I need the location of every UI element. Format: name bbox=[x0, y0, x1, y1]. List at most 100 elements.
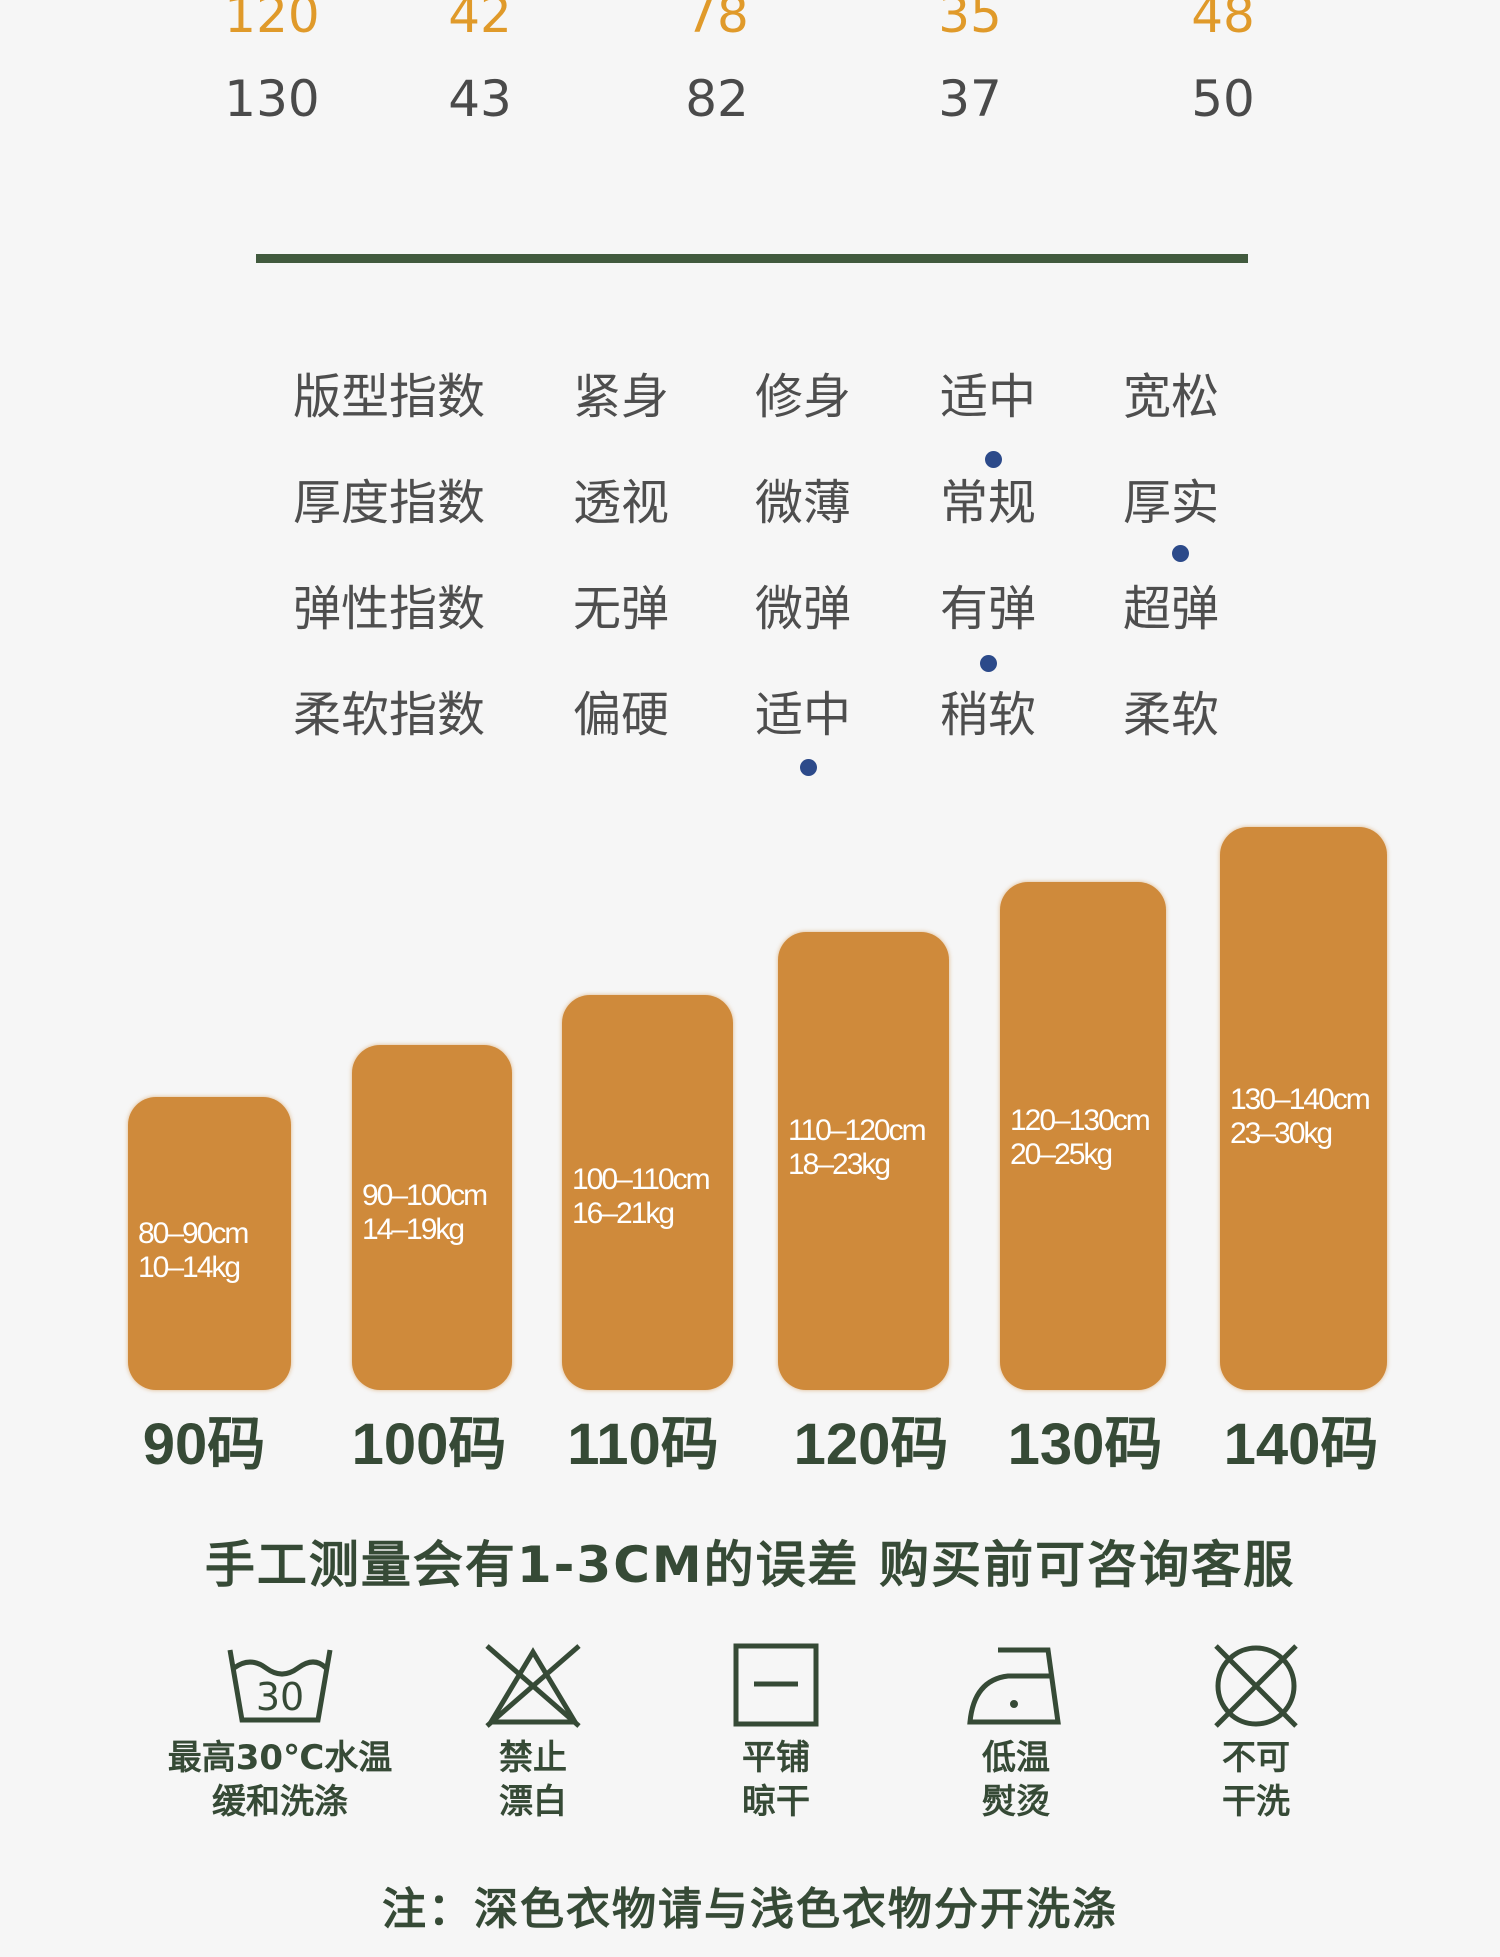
index-row-elasticity: 弹性指数 无弹 微弹 有弹 超弹 bbox=[0, 579, 1500, 685]
size-bars: 80–90cm 10–14kg 90–100cm 14–19kg 100–110… bbox=[0, 800, 1500, 1390]
size-label: 120码 bbox=[793, 1412, 949, 1477]
care-instructions: 30 最高30℃水温 缓和洗涤 禁止 漂白 平铺 晾干 bbox=[0, 1640, 1500, 1840]
index-option: 紧身 bbox=[572, 369, 669, 425]
index-option: 超弹 bbox=[1122, 581, 1219, 637]
care-item-dryclean: 不可 干洗 bbox=[1126, 1640, 1386, 1824]
size-table-cell: 120 bbox=[224, 0, 320, 44]
care-text: 平铺 晾干 bbox=[646, 1736, 906, 1824]
care-line: 熨烫 bbox=[982, 1782, 1050, 1822]
weight-range: 16–21kg bbox=[572, 1197, 675, 1230]
care-text: 不可 干洗 bbox=[1126, 1736, 1386, 1824]
size-label: 140码 bbox=[1223, 1412, 1379, 1477]
size-label: 110码 bbox=[567, 1412, 719, 1477]
height-range: 100–110cm bbox=[572, 1163, 711, 1196]
height-range: 90–100cm bbox=[362, 1179, 488, 1212]
wash-temp-number: 30 bbox=[256, 1675, 304, 1719]
care-item-bleach: 禁止 漂白 bbox=[403, 1640, 663, 1824]
care-text: 禁止 漂白 bbox=[403, 1736, 663, 1824]
size-table-cell: 43 bbox=[448, 70, 512, 128]
no-bleach-icon bbox=[485, 1644, 581, 1728]
weight-range: 18–23kg bbox=[788, 1148, 891, 1181]
size-bar: 90–100cm 14–19kg bbox=[352, 1045, 512, 1390]
low-iron-icon bbox=[967, 1647, 1061, 1725]
index-option: 宽松 bbox=[1122, 369, 1219, 425]
index-option: 适中 bbox=[939, 369, 1036, 425]
index-label: 版型指数 bbox=[292, 369, 485, 425]
size-table-cell: 35 bbox=[938, 0, 1002, 44]
care-item-dry: 平铺 晾干 bbox=[646, 1640, 906, 1824]
weight-range: 10–14kg bbox=[138, 1251, 241, 1284]
index-option: 微弹 bbox=[754, 581, 851, 637]
care-line: 干洗 bbox=[1222, 1782, 1290, 1822]
height-range: 120–130cm bbox=[1010, 1104, 1151, 1137]
size-bar-text: 80–90cm 10–14kg bbox=[128, 1217, 291, 1285]
size-bar-text: 90–100cm 14–19kg bbox=[352, 1179, 512, 1247]
index-option: 适中 bbox=[754, 687, 851, 743]
care-line: 晾干 bbox=[742, 1782, 810, 1822]
size-table-cell: 50 bbox=[1191, 70, 1255, 128]
wash-30-icon: 30 bbox=[227, 1649, 333, 1723]
care-line: 低温 bbox=[982, 1738, 1050, 1778]
index-row-thickness: 厚度指数 透视 微薄 常规 厚实 bbox=[0, 473, 1500, 579]
size-label: 130码 bbox=[1007, 1412, 1163, 1477]
size-bar-text: 110–120cm 18–23kg bbox=[778, 1114, 949, 1182]
care-line: 缓和洗涤 bbox=[212, 1782, 348, 1822]
index-option: 微薄 bbox=[754, 475, 851, 531]
care-text: 低温 熨烫 bbox=[886, 1736, 1146, 1824]
care-text: 最高30℃水温 缓和洗涤 bbox=[150, 1736, 410, 1824]
size-table-cell: 82 bbox=[685, 70, 749, 128]
size-bar: 80–90cm 10–14kg bbox=[128, 1097, 291, 1390]
size-bar: 110–120cm 18–23kg bbox=[778, 932, 949, 1390]
selected-dot bbox=[800, 759, 817, 776]
index-option: 修身 bbox=[754, 369, 851, 425]
measurement-notice: 手工测量会有1-3CM的误差 购买前可咨询客服 bbox=[204, 1536, 1296, 1594]
care-line: 平铺 bbox=[742, 1738, 810, 1778]
care-item-iron: 低温 熨烫 bbox=[886, 1640, 1146, 1824]
care-line: 最高30℃水温 bbox=[167, 1738, 393, 1778]
size-table: 120 42 78 35 48 130 43 82 37 50 bbox=[0, 0, 1500, 140]
height-range: 110–120cm bbox=[788, 1114, 927, 1147]
size-bar: 120–130cm 20–25kg bbox=[1000, 882, 1166, 1390]
size-table-cell: 130 bbox=[224, 70, 320, 128]
size-label: 100码 bbox=[351, 1412, 507, 1477]
size-bar-text: 120–130cm 20–25kg bbox=[1000, 1104, 1166, 1172]
wash-footnote: 注：深色衣物请与浅色衣物分开洗涤 bbox=[382, 1884, 1118, 1935]
index-label: 弹性指数 bbox=[292, 581, 485, 637]
care-item-wash: 30 最高30℃水温 缓和洗涤 bbox=[150, 1640, 410, 1824]
size-bar-text: 100–110cm 16–21kg bbox=[562, 1163, 733, 1231]
care-line: 不可 bbox=[1222, 1738, 1290, 1778]
index-option: 稍软 bbox=[939, 687, 1036, 743]
height-range: 80–90cm bbox=[138, 1217, 249, 1250]
selected-dot bbox=[985, 451, 1002, 468]
index-option: 偏硬 bbox=[572, 687, 669, 743]
size-bar-text: 130–140cm 23–30kg bbox=[1220, 1083, 1387, 1151]
size-bar: 130–140cm 23–30kg bbox=[1220, 827, 1387, 1390]
size-table-cell: 48 bbox=[1191, 0, 1255, 44]
fabric-index-table: 版型指数 紧身 修身 适中 宽松 厚度指数 透视 微薄 常规 厚实 弹性指数 无… bbox=[0, 355, 1500, 785]
height-range: 130–140cm bbox=[1230, 1083, 1371, 1116]
index-option: 柔软 bbox=[1122, 687, 1219, 743]
size-table-row: 130 43 82 37 50 bbox=[0, 64, 1500, 134]
index-row-fit: 版型指数 紧身 修身 适中 宽松 bbox=[0, 367, 1500, 473]
size-table-row: 120 42 78 35 48 bbox=[0, 0, 1500, 50]
index-label: 厚度指数 bbox=[292, 475, 485, 531]
care-line: 漂白 bbox=[499, 1782, 567, 1822]
index-row-softness: 柔软指数 偏硬 适中 稍软 柔软 bbox=[0, 685, 1500, 791]
index-option: 常规 bbox=[939, 475, 1036, 531]
no-dry-clean-icon bbox=[1214, 1644, 1298, 1728]
care-line: 禁止 bbox=[499, 1738, 567, 1778]
weight-range: 20–25kg bbox=[1010, 1138, 1113, 1171]
index-option: 厚实 bbox=[1122, 475, 1219, 531]
index-option: 有弹 bbox=[939, 581, 1036, 637]
weight-range: 23–30kg bbox=[1230, 1117, 1333, 1150]
size-table-cell: 37 bbox=[938, 70, 1002, 128]
index-label: 柔软指数 bbox=[292, 687, 485, 743]
size-table-cell: 78 bbox=[685, 0, 749, 44]
dry-flat-icon bbox=[733, 1643, 819, 1727]
index-option: 透视 bbox=[572, 475, 669, 531]
size-table-cell: 42 bbox=[448, 0, 512, 44]
selected-dot bbox=[980, 655, 997, 672]
size-bar: 100–110cm 16–21kg bbox=[562, 995, 733, 1390]
index-option: 无弹 bbox=[572, 581, 669, 637]
selected-dot bbox=[1172, 545, 1189, 562]
